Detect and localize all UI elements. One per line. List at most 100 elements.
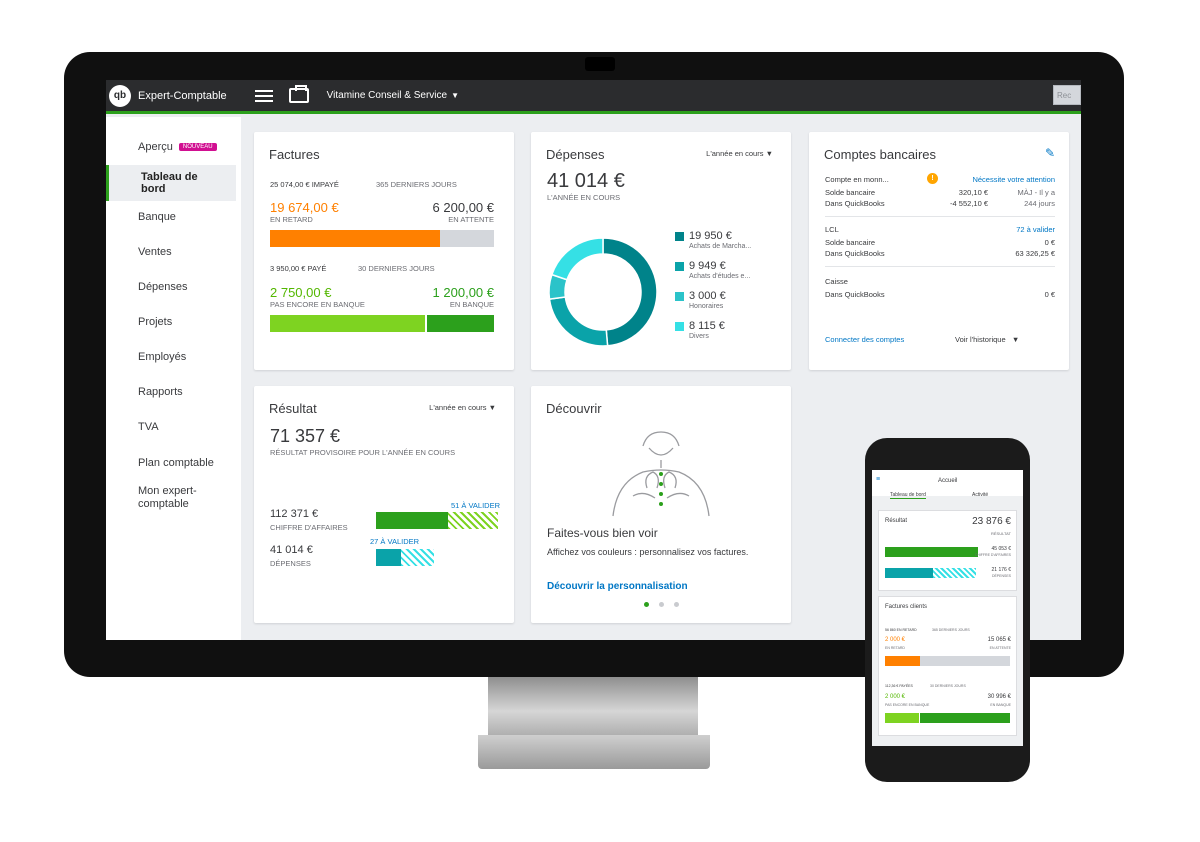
legend-item[interactable]: 3 000 € Honoraires [675, 290, 785, 320]
monitor-stand-base [478, 735, 710, 769]
account-2-name[interactable]: LCL [825, 225, 839, 234]
sidebar-item-banque[interactable]: Banque [138, 211, 176, 223]
in-quickbooks-label: Dans QuickBooks [825, 290, 885, 299]
briefcase-icon[interactable] [288, 85, 309, 103]
new-badge: NOUVEAU [178, 143, 217, 152]
donut-slice[interactable] [548, 296, 609, 347]
phone-tab-dashboard[interactable]: Tableau de bord [890, 492, 926, 499]
not-in-bank-amount: 2 750,00 € [270, 285, 332, 300]
account-1-name[interactable]: Compte en monn... [825, 175, 889, 184]
account-3-name[interactable]: Caisse [825, 277, 848, 286]
account-1-bank-balance: 320,10 € [958, 188, 988, 197]
edit-pencil-icon[interactable]: ✎ [1044, 146, 1055, 160]
personalization-link[interactable]: Découvrir la personnalisation [547, 581, 688, 592]
legend-swatch [675, 262, 684, 271]
account-2-bank-balance: 0 € [1044, 238, 1055, 247]
pending-amount: 6 200,00 € [432, 200, 494, 215]
chevron-down-icon: ▼ [765, 149, 773, 158]
phone-pending-label: EN ATTENTE [989, 646, 1011, 650]
app-brand: Expert-Comptable [138, 89, 227, 102]
expenses-bar[interactable] [376, 549, 401, 566]
account-1-update-note: MÀJ - Il y a [1017, 188, 1055, 197]
overdue-label: EN RETARD [270, 215, 313, 224]
sidebar-item-apercu[interactable]: Aperçu NOUVEAU [138, 141, 217, 153]
donut-slice[interactable] [550, 237, 604, 281]
chevron-down-icon[interactable]: ▼ [451, 91, 460, 100]
divider [825, 216, 1055, 217]
bank-balance-label: Solde bancaire [825, 238, 876, 247]
phone-revenue-bar [885, 547, 978, 557]
legend-label: Achats d'études e... [689, 273, 751, 280]
connect-accounts-link[interactable]: Connecter des comptes [825, 335, 905, 344]
sidebar-item-plan-comptable[interactable]: Plan comptable [138, 457, 214, 469]
period-selector-label: L'année en cours [429, 403, 487, 412]
phone-tab-activity[interactable]: Activité [972, 492, 989, 498]
card-title: Factures [269, 147, 320, 162]
in-bank-amount: 1 200,00 € [432, 285, 494, 300]
carousel-dot[interactable] [674, 602, 679, 607]
expenses-total: 41 014 € [547, 170, 625, 192]
expenses-donut-chart[interactable] [545, 237, 663, 347]
sidebar-item-tva[interactable]: TVA [138, 421, 159, 433]
legend-label: Achats de Marcha... [689, 243, 752, 250]
legend-item[interactable]: 19 950 € Achats de Marcha... [675, 230, 785, 260]
expenses-pending-bar[interactable] [401, 549, 434, 566]
chevron-down-icon: ▼ [488, 403, 496, 412]
account-2-qb-balance: 63 326,25 € [1015, 249, 1055, 258]
sidebar-item-projets[interactable]: Projets [138, 316, 173, 328]
period-selector[interactable]: L'année en cours ▼ [429, 403, 496, 412]
card-title: Découvrir [546, 401, 602, 416]
phone-header [872, 470, 1023, 496]
divider [825, 266, 1055, 267]
overdue-bar-track[interactable] [270, 230, 494, 247]
phone-expenses-bar [885, 568, 933, 578]
phone-invoices-title: Factures clients [885, 604, 928, 610]
phone-notbank-bar-fill [885, 713, 920, 723]
legend-swatch [675, 322, 684, 331]
sidebar-item-employes[interactable]: Employés [138, 351, 187, 363]
menu-icon[interactable] [254, 89, 273, 102]
history-dropdown[interactable]: Voir l'historique ▼ [955, 335, 1019, 344]
sidebar-item-ventes[interactable]: Ventes [138, 246, 172, 258]
search-box[interactable]: Rec [1053, 85, 1081, 105]
not-in-bank-label: PAS ENCORE EN BANQUE [270, 300, 365, 309]
unpaid-total: 25 074,00 € IMPAYÉ [270, 180, 339, 189]
phone-menu-icon[interactable]: ≡ [876, 476, 881, 483]
phone-expenses-amount: 21 176 € [991, 567, 1011, 573]
carousel-dot[interactable] [659, 602, 664, 607]
carousel-dot-active[interactable] [644, 602, 649, 607]
sidebar-item-mon-expert-comptable[interactable]: Mon expert-comptable [138, 485, 197, 510]
sidebar-item-label: Aperçu [138, 141, 173, 153]
legend-amount: 3 000 € [689, 290, 726, 302]
phone-invoices-card [878, 596, 1017, 736]
company-selector[interactable]: Vitamine Conseil & Service [326, 90, 448, 101]
donut-slice[interactable] [602, 237, 658, 347]
monitor-stand-neck [488, 677, 698, 739]
sidebar-item-rapports[interactable]: Rapports [138, 386, 183, 398]
account-2-review-link[interactable]: 72 à valider [1016, 225, 1055, 234]
revenue-review-link[interactable]: 51 À VALIDER [450, 501, 500, 510]
phone-bank-bar-track [885, 713, 1010, 723]
legend-swatch [675, 292, 684, 301]
quickbooks-logo-icon[interactable]: qb [109, 84, 131, 107]
legend-label: Divers [689, 333, 709, 340]
history-dropdown-label: Voir l'historique [955, 335, 1006, 344]
legend-item[interactable]: 8 115 € Divers [675, 320, 785, 350]
revenue-bar[interactable] [376, 512, 448, 529]
top-bar: qb Expert-Comptable Vitamine Conseil & S… [106, 80, 1081, 114]
resultat-card: Résultat L'année en cours ▼ 71 357 € RÉS… [254, 386, 514, 623]
sidebar-item-depenses[interactable]: Dépenses [138, 281, 188, 293]
revenue-pending-bar[interactable] [448, 512, 498, 529]
bank-bar-track[interactable] [270, 315, 494, 332]
result-expenses-amount: 41 014 € [270, 544, 313, 556]
phone-result-label: Résultat [885, 518, 908, 524]
legend-item[interactable]: 9 949 € Achats d'études e... [675, 260, 785, 290]
account-1-alert-link[interactable]: Nécessite votre attention [972, 175, 1055, 184]
promo-heading: Faites-vous bien voir [547, 526, 658, 540]
account-1-qb-balance: -4 552,10 € [950, 199, 988, 208]
period-selector[interactable]: L'année en cours ▼ [706, 149, 773, 158]
phone-inbank-amount: 30 996 € [987, 694, 1011, 700]
sidebar-item-tableau-de-bord[interactable]: Tableau de bord [106, 165, 236, 201]
in-quickbooks-label: Dans QuickBooks [825, 249, 885, 258]
expenses-review-link[interactable]: 27 À VALIDER [370, 537, 420, 546]
